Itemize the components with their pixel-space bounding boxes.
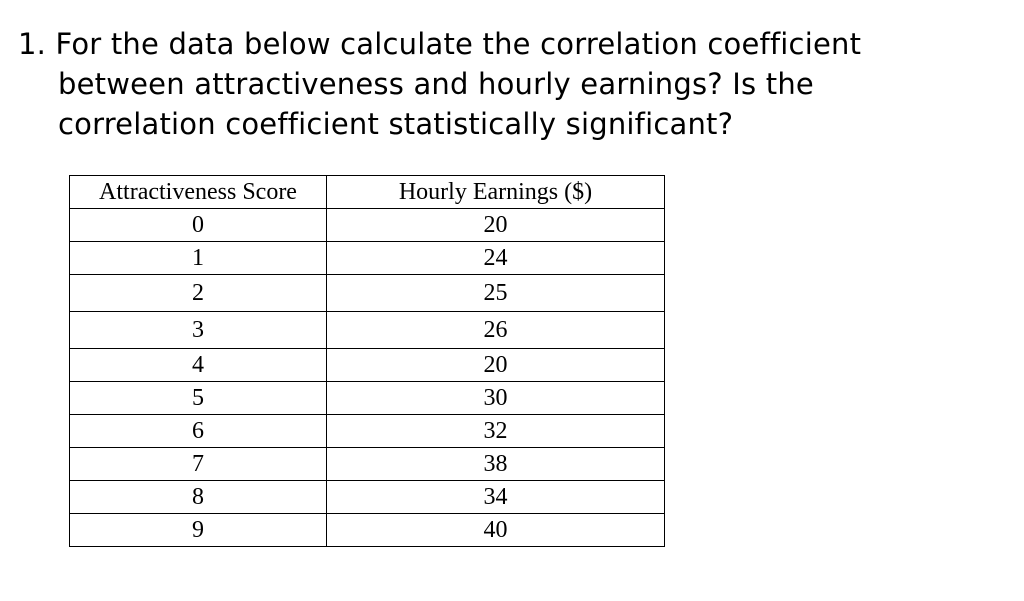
attractiveness-cell: 0 bbox=[69, 208, 327, 242]
data-table: Attractiveness Score Hourly Earnings ($)… bbox=[69, 175, 665, 547]
header-hourly-earnings: Hourly Earnings ($) bbox=[326, 175, 665, 209]
earnings-cell: 20 bbox=[326, 348, 665, 382]
table-row: 6 32 bbox=[69, 414, 665, 448]
earnings-cell: 32 bbox=[326, 414, 665, 448]
attractiveness-cell: 9 bbox=[69, 513, 327, 547]
attractiveness-cell: 6 bbox=[69, 414, 327, 448]
question-line-1: 1. For the data below calculate the corr… bbox=[18, 24, 1008, 64]
earnings-cell: 20 bbox=[326, 208, 665, 242]
earnings-cell: 25 bbox=[326, 274, 665, 312]
table-row: 1 24 bbox=[69, 241, 665, 275]
attractiveness-cell: 8 bbox=[69, 480, 327, 514]
attractiveness-cell: 5 bbox=[69, 381, 327, 415]
table-row: 2 25 bbox=[69, 274, 665, 312]
question-line-2: between attractiveness and hourly earnin… bbox=[58, 67, 814, 101]
table-row: 7 38 bbox=[69, 447, 665, 481]
table-row: 9 40 bbox=[69, 513, 665, 547]
header-attractiveness-score: Attractiveness Score bbox=[69, 175, 327, 209]
earnings-cell: 24 bbox=[326, 241, 665, 275]
table-row: 4 20 bbox=[69, 348, 665, 382]
table-header-row: Attractiveness Score Hourly Earnings ($) bbox=[69, 175, 665, 209]
attractiveness-cell: 3 bbox=[69, 311, 327, 349]
attractiveness-cell: 2 bbox=[69, 274, 327, 312]
attractiveness-cell: 4 bbox=[69, 348, 327, 382]
earnings-cell: 34 bbox=[326, 480, 665, 514]
attractiveness-cell: 1 bbox=[69, 241, 327, 275]
attractiveness-cell: 7 bbox=[69, 447, 327, 481]
table-row: 8 34 bbox=[69, 480, 665, 514]
question-text: 1. For the data below calculate the corr… bbox=[18, 24, 1008, 144]
table-row: 5 30 bbox=[69, 381, 665, 415]
question-number: 1. bbox=[18, 27, 47, 61]
earnings-cell: 40 bbox=[326, 513, 665, 547]
question-line-1-text: For the data below calculate the correla… bbox=[55, 27, 862, 61]
earnings-cell: 26 bbox=[326, 311, 665, 349]
earnings-cell: 30 bbox=[326, 381, 665, 415]
table-row: 3 26 bbox=[69, 311, 665, 349]
earnings-cell: 38 bbox=[326, 447, 665, 481]
question-line-3: correlation coefficient statistically si… bbox=[58, 107, 734, 141]
table-row: 0 20 bbox=[69, 208, 665, 242]
